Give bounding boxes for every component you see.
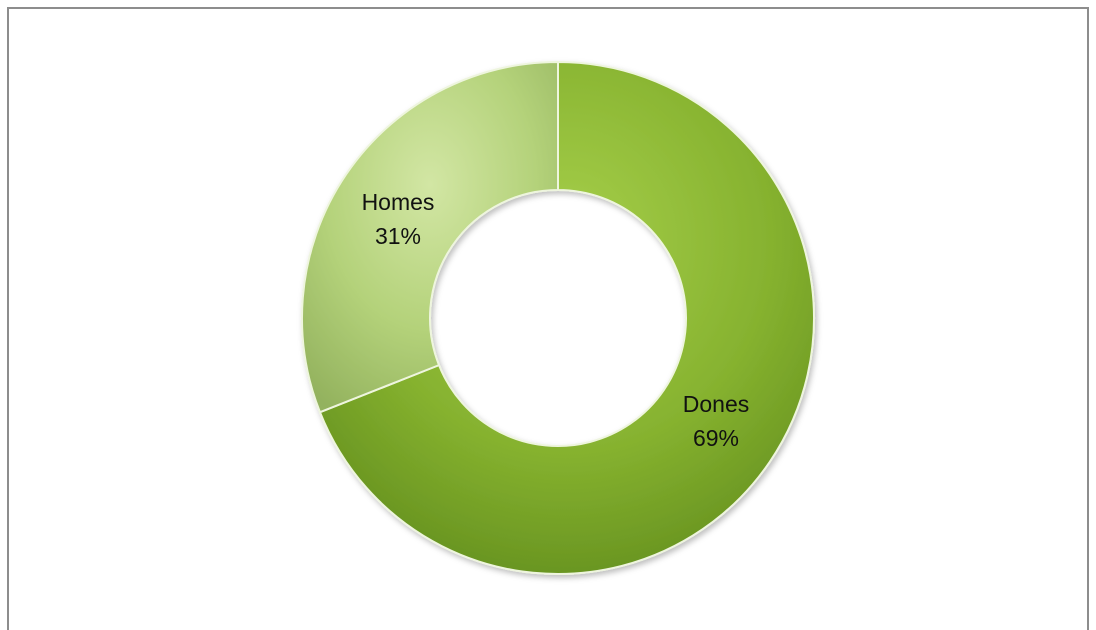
donut-slice-homes <box>301 60 559 414</box>
slice-label-dones-name: Dones <box>683 391 749 417</box>
slice-label-homes-name: Homes <box>362 189 435 215</box>
slice-label-homes-value: 31% <box>375 223 421 249</box>
slice-label-dones-value: 69% <box>693 425 739 451</box>
donut-slice-dones <box>318 60 815 575</box>
